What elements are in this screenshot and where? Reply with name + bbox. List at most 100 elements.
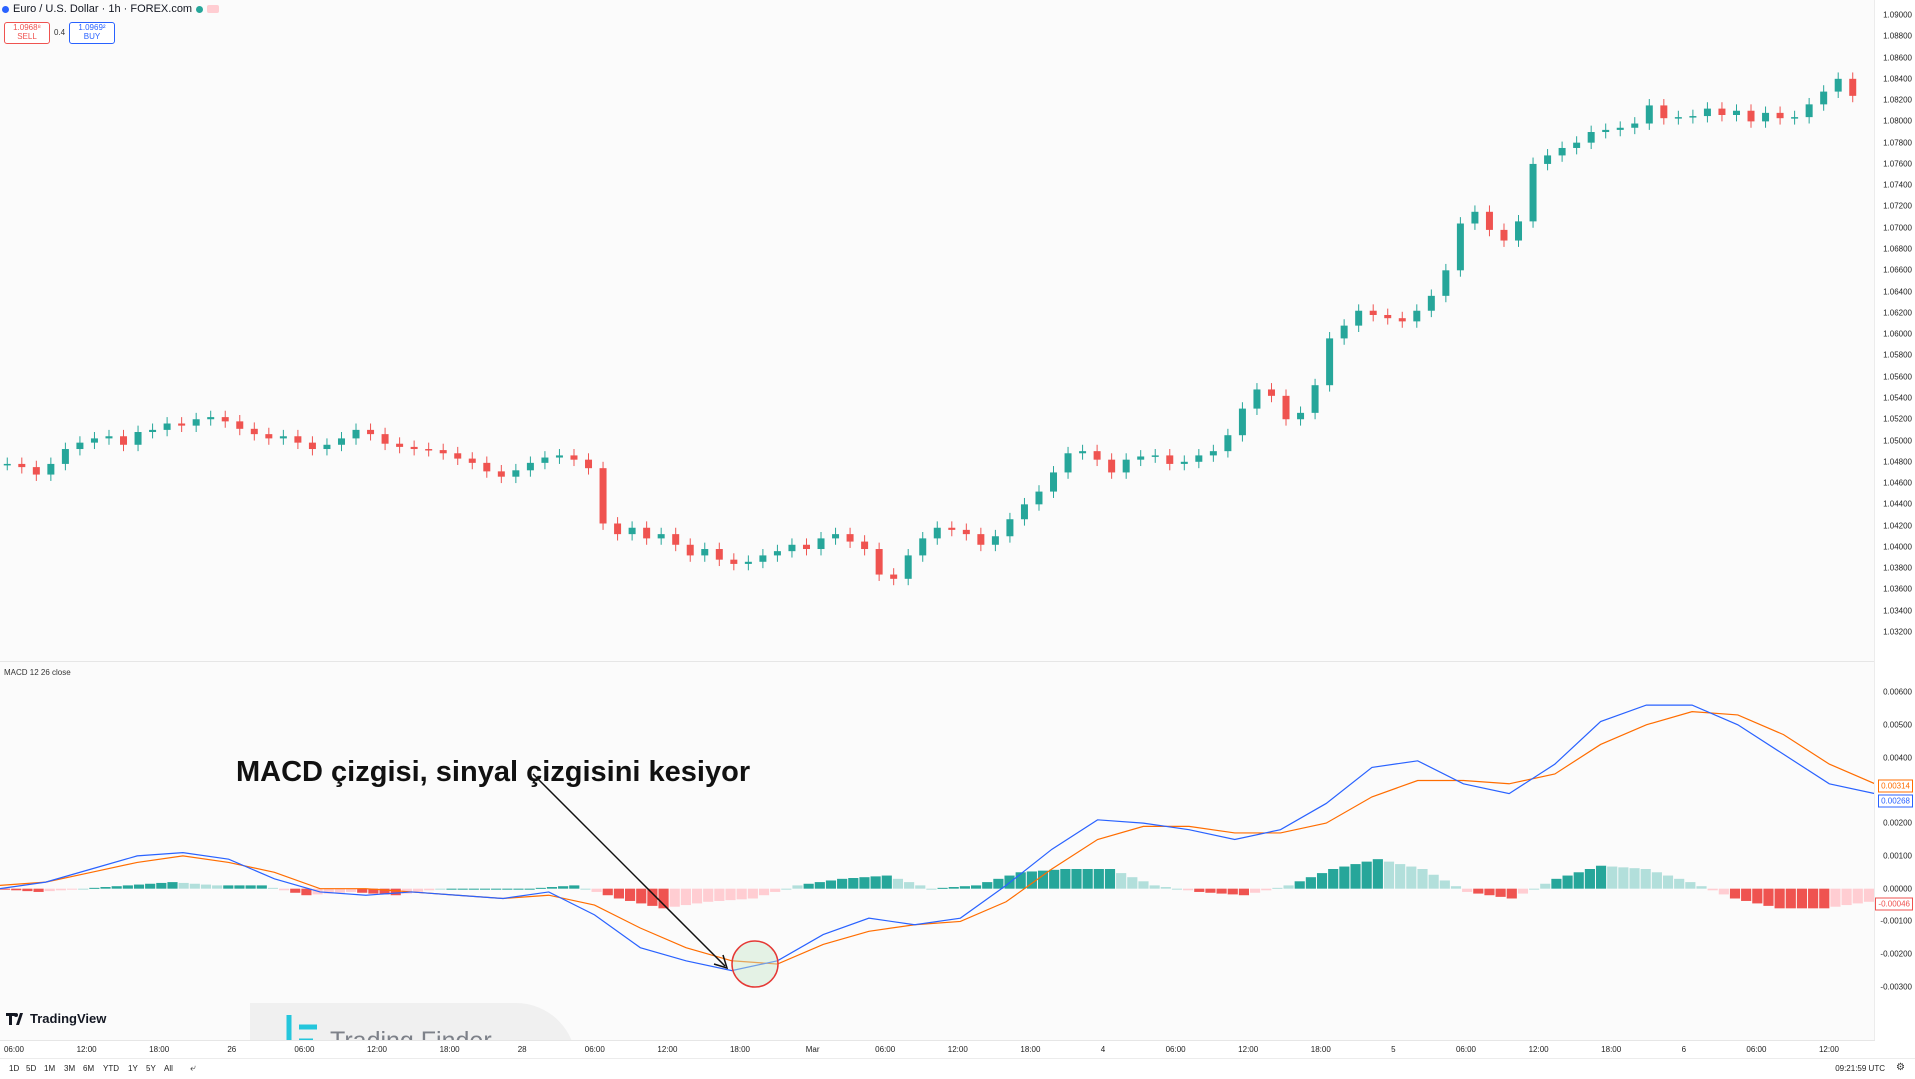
candle[interactable] [1602, 123, 1610, 139]
candle[interactable] [323, 438, 331, 456]
candle[interactable] [1762, 106, 1770, 128]
chart-area[interactable] [0, 0, 1875, 1040]
candle[interactable] [1282, 389, 1290, 426]
candle[interactable] [555, 449, 563, 464]
candle[interactable] [715, 542, 723, 567]
range-button-5y[interactable]: 5Y [146, 1064, 156, 1073]
candle[interactable] [1849, 72, 1857, 103]
candle[interactable] [1340, 319, 1348, 345]
candle[interactable] [1544, 149, 1552, 171]
candle[interactable] [497, 464, 505, 484]
time-axis[interactable]: 06:00 12:00 18:00 26 06:00 12:00 18:00 28 06:00 1… [0, 1040, 1875, 1059]
candle[interactable] [1500, 223, 1508, 247]
timezone-clock[interactable]: 09:21:59 UTC [1835, 1064, 1885, 1073]
candle[interactable] [410, 440, 418, 456]
candle[interactable] [1442, 263, 1450, 303]
range-button-3m[interactable]: 3M [64, 1064, 76, 1073]
candle[interactable] [759, 549, 767, 569]
candle[interactable] [1485, 205, 1493, 237]
candle[interactable] [875, 542, 883, 581]
candle[interactable] [1297, 406, 1305, 426]
candle[interactable] [1703, 102, 1711, 123]
candle[interactable] [1108, 453, 1116, 479]
candle[interactable] [1558, 141, 1566, 162]
candle[interactable] [1689, 109, 1697, 124]
candle[interactable] [134, 425, 142, 452]
sell-button[interactable]: 1.0968⁸ SELL [4, 22, 50, 44]
candle[interactable] [686, 538, 694, 562]
candle[interactable] [1006, 512, 1014, 543]
candle[interactable] [61, 442, 69, 471]
candle[interactable] [1093, 444, 1101, 467]
candle[interactable] [105, 429, 113, 445]
candle[interactable] [512, 463, 520, 484]
candle[interactable] [32, 460, 40, 481]
candle[interactable] [526, 456, 534, 477]
candle[interactable] [1515, 214, 1523, 247]
candle[interactable] [1791, 110, 1799, 125]
range-button-1y[interactable]: 1Y [128, 1064, 138, 1073]
candle[interactable] [192, 412, 200, 433]
candle[interactable] [425, 442, 433, 457]
candle[interactable] [541, 451, 549, 470]
candle[interactable] [250, 422, 258, 441]
candle[interactable] [1398, 311, 1406, 328]
candle[interactable] [1035, 485, 1043, 511]
candle[interactable] [221, 410, 229, 428]
candle[interactable] [1122, 453, 1130, 479]
candle[interactable] [1805, 97, 1813, 124]
candle[interactable] [76, 436, 84, 456]
candle[interactable] [1238, 402, 1246, 442]
settings-gear-icon[interactable]: ⚙ [1896, 1062, 1905, 1073]
macd-legend[interactable]: MACD 12 26 close [4, 668, 71, 677]
candle[interactable] [163, 417, 171, 437]
candle[interactable] [279, 429, 287, 445]
candle[interactable] [1732, 104, 1740, 122]
candle[interactable] [904, 549, 912, 586]
candle[interactable] [585, 453, 593, 475]
candle[interactable] [1631, 117, 1639, 135]
candle[interactable] [948, 521, 956, 537]
candle[interactable] [236, 414, 244, 436]
pane-separator[interactable] [0, 661, 1915, 662]
candle[interactable] [1180, 455, 1188, 471]
candle[interactable] [1834, 72, 1842, 98]
candle[interactable] [861, 535, 869, 556]
candle[interactable] [614, 517, 622, 541]
candle[interactable] [672, 527, 680, 552]
candle[interactable] [381, 427, 389, 451]
range-button-all[interactable]: All [164, 1064, 173, 1073]
candle[interactable] [657, 527, 665, 545]
candle[interactable] [1747, 104, 1755, 128]
candle[interactable] [337, 432, 345, 452]
candle[interactable] [1326, 332, 1334, 392]
candle[interactable] [1529, 157, 1537, 228]
candle[interactable] [1645, 99, 1653, 130]
candle[interactable] [294, 429, 302, 450]
range-button-ytd[interactable]: YTD [103, 1064, 119, 1073]
candle[interactable] [439, 443, 447, 460]
candle[interactable] [933, 521, 941, 545]
candle[interactable] [1369, 304, 1377, 322]
candle[interactable] [1050, 466, 1058, 498]
range-button-5d[interactable]: 5D [26, 1064, 37, 1073]
candle[interactable] [1224, 428, 1232, 458]
candle[interactable] [890, 568, 898, 586]
candle[interactable] [468, 452, 476, 470]
candle[interactable] [991, 529, 999, 552]
candle[interactable] [1151, 449, 1159, 463]
candle[interactable] [207, 410, 215, 426]
candle[interactable] [962, 523, 970, 541]
candle[interactable] [47, 457, 55, 481]
candle[interactable] [628, 521, 636, 541]
macd-chart[interactable] [0, 661, 1875, 1040]
candle[interactable] [352, 423, 360, 445]
candle[interactable] [832, 527, 840, 545]
candle[interactable] [1137, 450, 1145, 467]
candle[interactable] [643, 521, 651, 545]
candle[interactable] [1253, 383, 1261, 415]
candle[interactable] [1079, 444, 1087, 460]
candle[interactable] [120, 429, 128, 452]
range-button-1d[interactable]: 1D [9, 1064, 20, 1073]
price-chart[interactable] [0, 0, 1875, 661]
